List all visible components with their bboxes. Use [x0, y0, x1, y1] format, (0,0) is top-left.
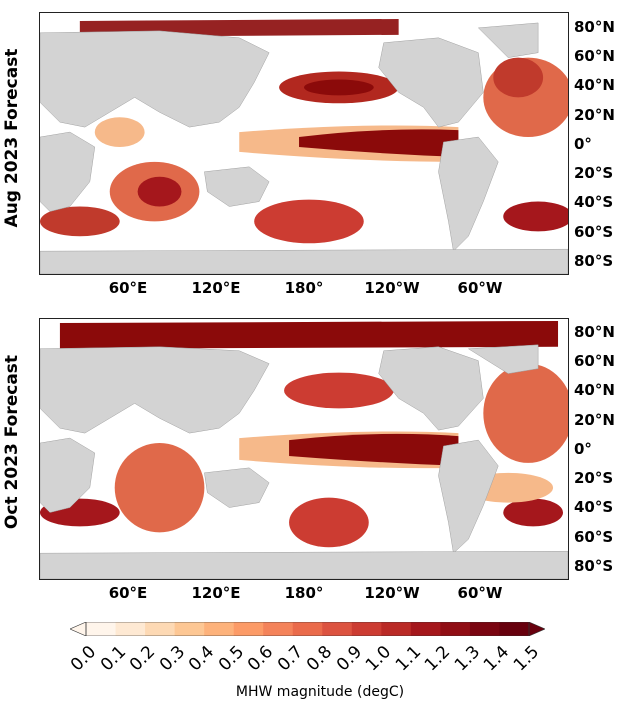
lat-label: 80°N — [574, 323, 615, 341]
colorbar-segment — [86, 622, 116, 636]
colorbar-tick-label: 1.1 — [391, 642, 426, 676]
lon-label: 60°E — [108, 584, 148, 602]
lat-label: 60°S — [574, 528, 614, 546]
lon-label: 60°W — [457, 584, 503, 602]
colorbar-outline — [85, 622, 530, 636]
lat-label: 20°S — [574, 164, 614, 182]
lon-label: 120°E — [191, 584, 241, 602]
colorbar-segment — [174, 622, 205, 636]
panel-oct-2023: Oct 2023 Forecast — [0, 306, 640, 612]
lat-label: 80°N — [574, 18, 615, 36]
colorbar-segment — [145, 622, 175, 636]
colorbar-segment — [381, 622, 412, 636]
colorbar-label: MHW magnitude (degC) — [235, 684, 405, 700]
lon-label: 120°W — [364, 279, 420, 297]
colorbar-segment — [233, 622, 264, 636]
lat-label: 60°N — [574, 47, 615, 65]
lon-label: 180° — [284, 584, 324, 602]
map-aug-2023 — [39, 12, 569, 275]
colorbar-segment — [204, 622, 234, 636]
lat-label: 80°S — [574, 252, 614, 270]
colorbar-segment — [292, 622, 323, 636]
colorbar-tick-label: 0.4 — [184, 642, 219, 676]
colorbar-max-arrow — [528, 622, 545, 636]
lat-label: 20°S — [574, 469, 614, 487]
colorbar-tick-label: 1.4 — [480, 642, 514, 676]
map-oct-svg — [40, 319, 568, 579]
colorbar-tick-label: 0.5 — [214, 642, 248, 676]
lat-label: 20°N — [574, 411, 615, 429]
colorbar-tick-label: 1.3 — [450, 642, 485, 676]
lon-label: 180° — [284, 279, 324, 297]
lat-label: 40°S — [574, 193, 614, 211]
colorbar-segment — [115, 622, 146, 636]
colorbar-tick-label: 1.5 — [509, 642, 544, 676]
lon-label: 60°E — [108, 279, 148, 297]
colorbar-tick-label: 1.0 — [362, 642, 396, 676]
colorbar-tick-label: 0.3 — [155, 642, 189, 676]
lat-label: 0° — [574, 440, 592, 458]
colorbar-segment — [410, 622, 441, 636]
colorbar — [70, 622, 545, 636]
colorbar-tick-label: 0.6 — [244, 642, 278, 676]
row-label-aug: Aug 2023 Forecast — [2, 48, 22, 228]
colorbar-min-arrow — [70, 622, 87, 636]
colorbar-segment — [499, 622, 530, 636]
land-aug — [40, 22, 568, 274]
colorbar-segment — [263, 622, 294, 636]
colorbar-tick-label: 0.8 — [303, 642, 337, 676]
colorbar-tick-label: 0.1 — [96, 642, 130, 676]
lat-label: 80°S — [574, 557, 614, 575]
colorbar-tick-label: 0.9 — [332, 642, 366, 676]
land-oct — [40, 344, 568, 579]
colorbar-tick-label: 0.0 — [66, 642, 101, 676]
map-aug-svg — [40, 13, 568, 274]
panel-aug-2023: Aug 2023 Forecast — [0, 0, 640, 300]
colorbar-segment — [351, 622, 382, 636]
lon-label: 60°W — [457, 279, 503, 297]
lat-label: 40°N — [574, 381, 615, 399]
lat-label: 60°N — [574, 352, 615, 370]
colorbar-tick-label: 1.2 — [421, 642, 455, 676]
colorbar-segment — [440, 622, 471, 636]
map-oct-2023 — [39, 318, 569, 580]
lat-label: 60°S — [574, 223, 614, 241]
lat-label: 20°N — [574, 106, 615, 124]
colorbar-segment — [322, 622, 353, 636]
colorbar-segment — [469, 622, 500, 636]
lon-label: 120°W — [364, 584, 420, 602]
colorbar-tick-label: 0.2 — [125, 642, 160, 676]
lat-label: 0° — [574, 135, 592, 153]
row-label-oct: Oct 2023 Forecast — [2, 354, 22, 530]
colorbar-segments — [86, 622, 530, 636]
colorbar-tick-label: 0.7 — [273, 642, 307, 676]
lat-label: 40°S — [574, 498, 614, 516]
lat-label: 40°N — [574, 76, 615, 94]
lon-label: 120°E — [191, 279, 241, 297]
